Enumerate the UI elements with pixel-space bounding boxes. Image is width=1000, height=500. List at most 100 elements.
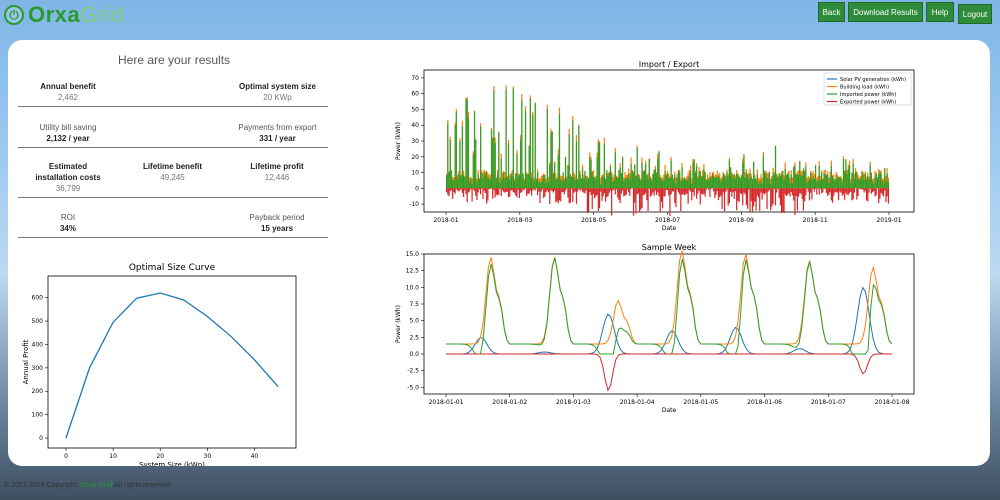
imported-power-bar	[676, 178, 678, 189]
imported-power-bar	[569, 175, 572, 189]
imported-power-bar	[671, 174, 673, 189]
download-results-button[interactable]: Download Results	[848, 2, 923, 22]
exported-power-bar	[685, 188, 687, 195]
imported-power-bar	[839, 177, 841, 189]
imported-power-bar	[731, 173, 733, 189]
imported-power-bar	[567, 165, 569, 189]
exported-power-bar	[584, 188, 586, 194]
x-tick-label: 2018-01-02	[492, 399, 527, 406]
footer-brand-link[interactable]: Orxa Grid	[80, 482, 113, 489]
imported-power-bar	[749, 172, 751, 189]
imported-power-bar	[754, 176, 756, 189]
imported-power-bar	[847, 169, 849, 189]
exported-power-bar	[624, 188, 626, 196]
imported-power-bar	[664, 171, 666, 189]
exported-power-bar	[506, 188, 508, 192]
exported-power-bar	[865, 188, 868, 201]
imported-power-bar	[800, 175, 802, 189]
exported-power-bar	[614, 188, 616, 195]
exported-power-bar	[507, 188, 510, 198]
exported-power-bar	[804, 188, 806, 202]
exported-power-bar	[526, 188, 528, 197]
imported-power-bar	[601, 176, 603, 189]
x-tick-label: 2018-01-08	[875, 399, 910, 406]
imported-power-bar	[467, 117, 470, 189]
exported-power-bar	[595, 188, 597, 197]
exported-power-bar	[583, 188, 585, 193]
exported-power-bar	[564, 188, 567, 191]
imported-power-bar	[555, 179, 557, 189]
imported-power-bar	[694, 173, 697, 189]
imported-power-bar	[488, 179, 490, 189]
exported-power-bar	[483, 188, 485, 191]
imported-power-bar	[574, 179, 576, 189]
plot-frame	[423, 253, 915, 395]
exported-power-bar	[737, 188, 739, 201]
exported-power-bar	[528, 188, 530, 194]
imported-power-bar	[608, 173, 610, 189]
imported-power-bar	[841, 182, 843, 189]
imported-power-bar	[857, 179, 859, 189]
imported-power-bar	[687, 178, 689, 189]
imported-power-bar	[805, 166, 807, 189]
imported-power-bar	[886, 173, 888, 189]
exported-power-bar	[615, 188, 618, 190]
x-tick-label: 2018-03	[507, 217, 532, 224]
help-button[interactable]: Help	[926, 2, 954, 22]
imported-power-bar	[838, 177, 840, 189]
exported-power-bar	[862, 188, 864, 190]
imported-power-bar	[598, 142, 601, 189]
exported-power-bar	[886, 188, 888, 197]
exported-power-bar	[465, 188, 467, 194]
exported-power-bar	[821, 188, 823, 194]
exported-power-bar	[793, 188, 795, 201]
imported-power-bar	[685, 179, 687, 189]
exported-power-bar	[637, 188, 639, 194]
exported-power-bar	[744, 188, 746, 195]
x-axis-label: Date	[662, 407, 677, 414]
imported-power-bar	[750, 176, 752, 189]
imported-power-bar	[450, 170, 453, 189]
exported-power-bar	[646, 188, 648, 201]
logout-button[interactable]: Logout	[958, 4, 992, 24]
exported-power-bar	[665, 188, 667, 190]
estimated-installation-costs: Estimated installation costs 36,799	[35, 162, 101, 193]
exported-power-bar	[516, 188, 518, 198]
exported-power-bar	[816, 188, 818, 195]
y-tick-label: 10.0	[406, 284, 420, 291]
exported-power-bar	[552, 188, 555, 193]
imported-power-bar	[647, 179, 649, 189]
exported-power-bar	[450, 188, 453, 191]
exported-power-bar	[828, 188, 830, 195]
payments-from-export: Payments from export 331 / year	[238, 123, 317, 143]
exported-power-bar	[669, 188, 671, 217]
exported-power-bar	[830, 188, 832, 201]
import-export-chart: Import / Export -10 0 10 20 30 40 50 60 70 2018-01…	[395, 60, 915, 232]
imported-power-bar	[532, 114, 534, 189]
imported-power-bar	[722, 172, 724, 189]
exported-power-bar	[511, 188, 513, 191]
exported-power-bar	[510, 188, 512, 191]
exported-power-bar	[693, 188, 695, 197]
sample-week-chart: Sample Week -5.0 -2.5 0.0 2.5 5.0 7.5 10.0 12.5 1…	[395, 243, 915, 414]
imported-power-bar	[515, 173, 517, 189]
imported-power-bar	[597, 142, 599, 189]
y-tick-label: 60	[411, 91, 419, 98]
imported-power-bar	[568, 134, 570, 189]
imported-power-bar	[478, 178, 480, 189]
exported-power-bar	[527, 188, 529, 194]
imported-power-bar	[522, 173, 524, 189]
imported-power-bar	[770, 183, 772, 189]
logo[interactable]: ⏻ OrxaGrid	[4, 2, 124, 28]
exported-power-bar	[698, 188, 700, 191]
imported-power-bar	[609, 166, 612, 189]
exported-power-bar	[757, 188, 760, 198]
exported-power-bar	[795, 188, 797, 197]
imported-power-bar	[833, 178, 835, 189]
y-tick-label: 2.5	[409, 334, 419, 341]
lifetime-profit: Lifetime profit 12,446	[250, 162, 304, 182]
back-button[interactable]: Back	[818, 2, 845, 22]
imported-power-bar	[774, 146, 777, 189]
exported-power-bar	[700, 188, 703, 194]
imported-power-bar	[619, 167, 621, 189]
